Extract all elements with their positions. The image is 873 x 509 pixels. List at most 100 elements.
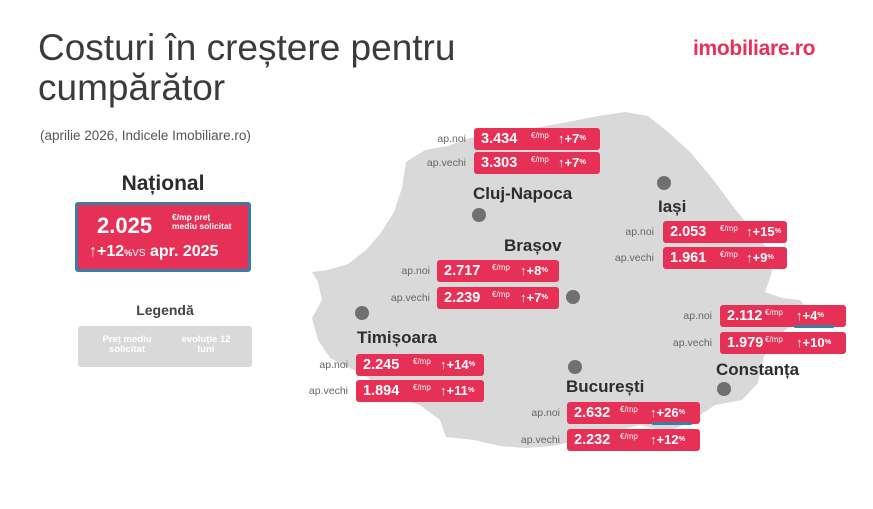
pill-change-value: ↑+7 — [558, 131, 580, 146]
legend-box: Preț mediu solicitat evoluție 12 luni — [78, 326, 252, 367]
national-change: ↑+12%VS apr. 2025 — [89, 243, 218, 261]
national-change-value: +12 — [97, 243, 125, 260]
pill-change-value: ↑+15 — [746, 224, 775, 239]
pill-change-pct: % — [774, 226, 782, 235]
pill-unit: €/mp — [413, 357, 431, 366]
city-name-iasi: Iași — [658, 197, 687, 216]
pill-change: ↑+9% — [746, 250, 774, 265]
price-pill: 2.632 €/mp ↑+26% — [567, 402, 700, 424]
row-label: ap.noi — [437, 133, 466, 145]
price-pill: 2.717 €/mp ↑+8% — [437, 260, 559, 282]
pill-change-value: ↑+14 — [440, 357, 469, 372]
row-label: ap.noi — [625, 226, 654, 238]
price-pill: 3.434 €/mp ↑+7% — [474, 128, 600, 150]
pill-price: 1.979 — [727, 335, 764, 351]
pill-change-value: ↑+9 — [746, 250, 768, 265]
pill-change-value: ↑+7 — [558, 155, 580, 170]
pill-price: 3.303 — [481, 155, 518, 171]
price-pill: 2.053 €/mp ↑+15% — [663, 221, 787, 243]
pill-price: 2.245 — [363, 357, 400, 373]
city-name-bucuresti: București — [566, 377, 645, 396]
pill-change-pct: % — [541, 292, 548, 301]
pill-price: 1.894 — [363, 383, 400, 399]
row-label: ap.noi — [319, 359, 348, 371]
legend-title: Legendă — [136, 302, 194, 318]
city-dot-bucuresti[interactable] — [568, 360, 582, 374]
city-name-brasov: Brașov — [504, 236, 562, 255]
row-label: ap.noi — [531, 407, 560, 419]
pill-price: 2.717 — [444, 263, 481, 279]
row-label: ap.vechi — [308, 385, 348, 397]
pill-change-value: ↑+4 — [796, 308, 818, 323]
pill-unit: €/mp — [765, 308, 783, 317]
pill-price: 2.232 — [574, 432, 611, 448]
city-dot-cluj[interactable] — [472, 208, 486, 222]
national-unit: €/mp preț mediu solicitat — [172, 213, 232, 231]
price-pill: 2.232 €/mp ↑+12% — [567, 429, 700, 451]
national-vs: VS — [132, 248, 146, 259]
pill-change: ↑+12% — [650, 432, 685, 447]
city-dot-timisoara[interactable] — [355, 306, 369, 320]
pill-change: ↑+11% — [440, 383, 475, 398]
city-dot-constanta[interactable] — [717, 382, 731, 396]
pill-change-pct: % — [579, 133, 586, 142]
row-label: ap.noi — [683, 310, 712, 322]
pill-change-pct: % — [678, 407, 686, 416]
pill-change-pct: % — [767, 252, 774, 261]
pill-change-value: ↑+8 — [520, 263, 542, 278]
city-dot-brasov[interactable] — [566, 290, 580, 304]
pill-change-pct: % — [579, 157, 586, 166]
price-pill: 1.961 €/mp ↑+9% — [663, 247, 787, 269]
pill-change-pct: % — [467, 385, 475, 394]
national-price: 2.025 — [97, 213, 153, 238]
legend-item-price: Preț mediu solicitat — [102, 334, 152, 355]
national-change-pct: % — [124, 248, 133, 258]
city-name-timisoara: Timișoara — [357, 328, 438, 347]
price-pill: 3.303 €/mp ↑+7% — [474, 152, 600, 174]
price-pill: 2.112 €/mp ↑+4% — [720, 305, 846, 327]
national-unit-line1: €/mp preț — [172, 212, 211, 222]
national-card: 2.025 €/mp preț mediu solicitat ↑+12%VS … — [75, 202, 251, 272]
pill-change: ↑+10% — [796, 335, 831, 350]
pill-unit: €/mp — [620, 405, 638, 414]
city-name-cluj: Cluj-Napoca — [473, 184, 573, 203]
brand-logo[interactable]: imobiliare.ro — [693, 37, 816, 60]
pill-change-pct: % — [541, 265, 548, 274]
pill-change-pct: % — [817, 310, 824, 319]
pill-change: ↑+8% — [520, 263, 548, 278]
legend-item-change: evoluție 12 luni — [181, 334, 231, 355]
pill-price: 2.112 — [727, 308, 763, 324]
pill-unit: €/mp — [720, 250, 738, 259]
pill-change: ↑+7% — [558, 155, 586, 170]
pill-change: ↑+7% — [520, 290, 548, 305]
pill-unit: €/mp — [765, 335, 783, 344]
price-pill: 1.979 €/mp ↑+10% — [720, 332, 846, 354]
pill-price: 3.434 — [481, 131, 518, 147]
national-title: Național — [121, 172, 205, 195]
pill-price: 2.239 — [444, 290, 481, 306]
pill-unit: €/mp — [531, 155, 549, 164]
pill-change-value: ↑+12 — [650, 432, 679, 447]
pill-change-value: ↑+26 — [650, 405, 679, 420]
pill-price: 2.632 — [574, 405, 611, 421]
page-title: Costuri în creștere pentru cumpărător — [38, 27, 456, 108]
row-label: ap.vechi — [426, 157, 466, 169]
change-highlight — [794, 325, 834, 328]
row-label: ap.vechi — [672, 337, 712, 349]
row-label: ap.vechi — [520, 434, 560, 446]
pill-change-pct: % — [678, 434, 686, 443]
price-pill: 1.894 €/mp ↑+11% — [356, 380, 484, 402]
pill-price: 2.053 — [670, 224, 707, 240]
pill-change-value: ↑+11 — [440, 383, 468, 398]
pill-change: ↑+15% — [746, 224, 781, 239]
pill-change: ↑+7% — [558, 131, 586, 146]
row-label: ap.vechi — [390, 292, 430, 304]
row-label: ap.noi — [401, 265, 430, 277]
pill-price: 1.961 — [670, 250, 707, 266]
city-name-constanta: Constanța — [716, 360, 800, 379]
price-pill: 2.239 €/mp ↑+7% — [437, 287, 559, 309]
pill-change: ↑+4% — [796, 308, 824, 323]
up-arrow-icon: ↑ — [89, 243, 97, 260]
city-dot-iasi[interactable] — [657, 176, 671, 190]
pill-unit: €/mp — [720, 224, 738, 233]
